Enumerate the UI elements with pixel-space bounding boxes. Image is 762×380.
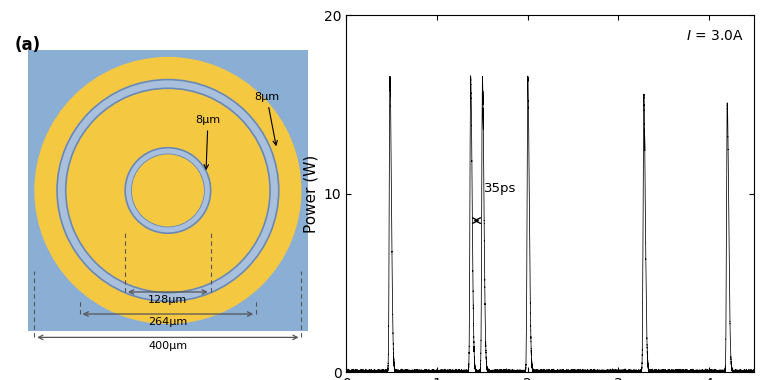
Circle shape	[34, 57, 302, 324]
Circle shape	[132, 154, 204, 226]
Text: (a): (a)	[14, 35, 40, 54]
Text: 128μm: 128μm	[149, 295, 187, 305]
Wedge shape	[125, 148, 210, 233]
Text: $\it{I}$ = 3.0A: $\it{I}$ = 3.0A	[686, 30, 744, 43]
Y-axis label: Power (W): Power (W)	[303, 155, 319, 233]
Text: 8μm: 8μm	[195, 116, 220, 169]
Text: 35ps: 35ps	[484, 182, 517, 195]
Text: 8μm: 8μm	[255, 92, 280, 145]
Text: (b): (b)	[314, 0, 341, 1]
Text: 400μm: 400μm	[149, 341, 187, 351]
Bar	[27, 50, 308, 331]
Text: 264μm: 264μm	[149, 317, 187, 327]
Wedge shape	[57, 79, 279, 301]
